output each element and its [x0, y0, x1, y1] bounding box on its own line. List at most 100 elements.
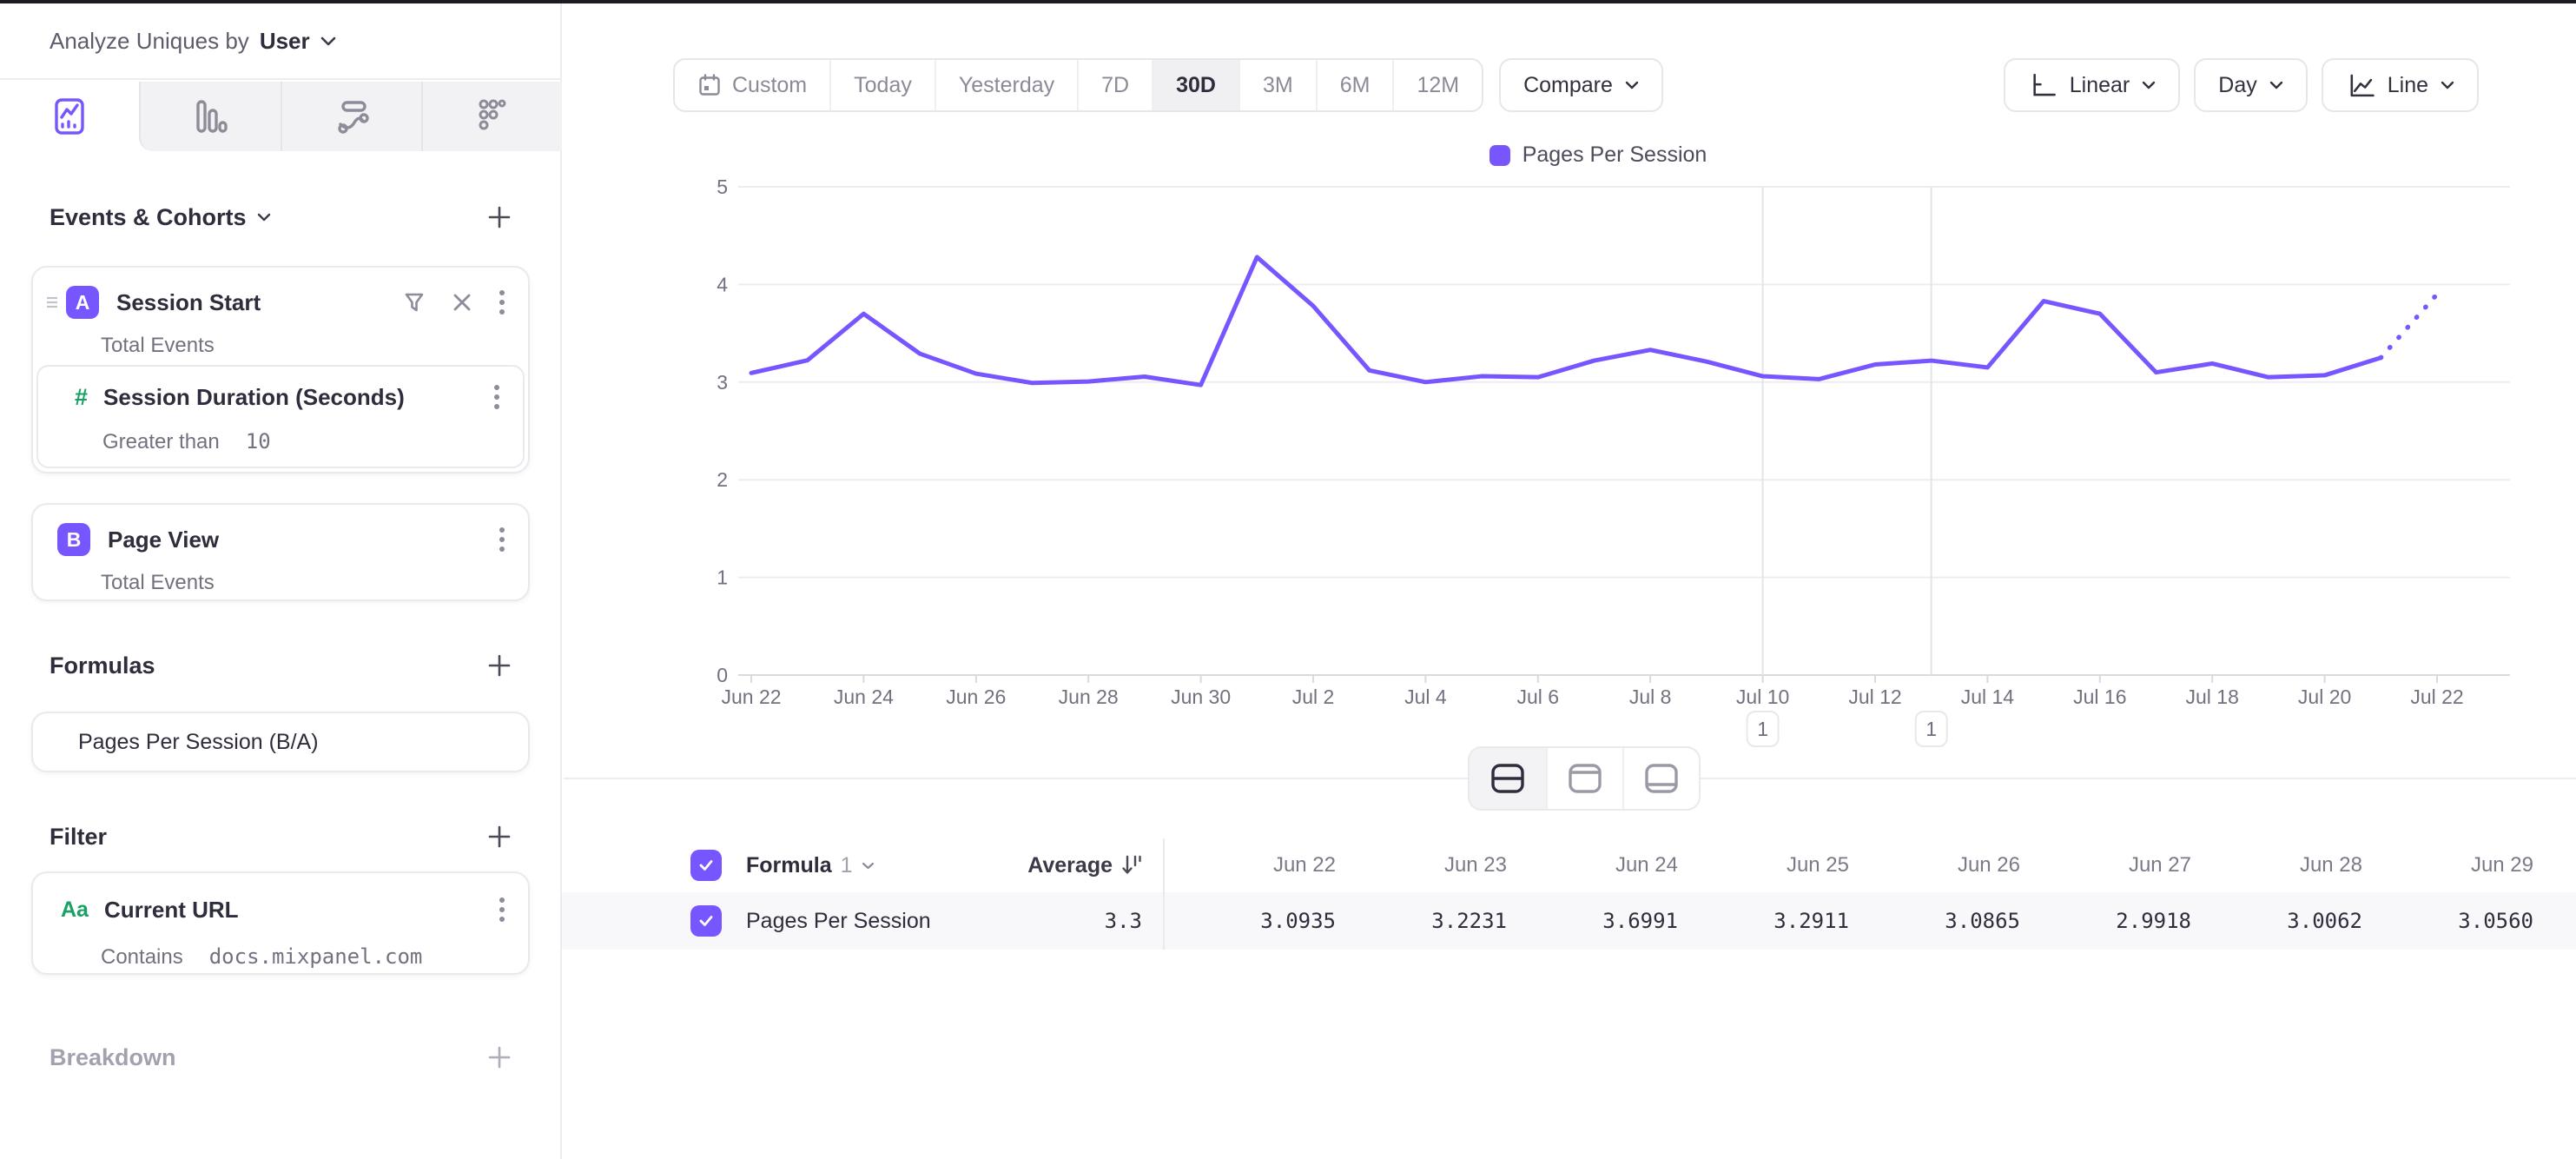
date-range-label: 3M	[1262, 72, 1293, 97]
layout-toggle-group	[1468, 746, 1701, 811]
scale-button[interactable]: Linear	[2003, 58, 2181, 112]
add-breakdown-button[interactable]	[486, 1044, 512, 1070]
date-range-today[interactable]: Today	[829, 60, 935, 110]
date-range-12m[interactable]: 12M	[1392, 60, 1482, 110]
drag-handle-icon[interactable]	[45, 295, 59, 309]
date-column-header[interactable]: Jun 27	[2128, 853, 2191, 877]
formulas-header: Formulas	[50, 650, 512, 681]
date-column-header[interactable]: Jun 28	[2299, 853, 2362, 877]
filter-card-current-url[interactable]: Aa Current URL Contains docs.mixpanel.co…	[31, 871, 530, 975]
flows-icon	[337, 101, 369, 134]
filter-icon[interactable]	[403, 291, 426, 314]
tab-insights[interactable]	[0, 82, 140, 151]
add-event-button[interactable]	[486, 204, 512, 230]
kebab-menu-icon[interactable]	[499, 526, 505, 553]
add-filter-button[interactable]	[486, 824, 512, 850]
filter-header: Filter	[50, 821, 512, 852]
row-average-value: 3.3	[1104, 909, 1142, 933]
tab-flows[interactable]	[280, 82, 421, 151]
chart-svg[interactable]: 0 1 2 3 4 5 Jun 22 Jun 24 Jun 26 Jun 28 Jun 30 Jul …	[562, 122, 2576, 769]
annotation-badge	[1746, 711, 1780, 747]
event-title[interactable]: Page View	[108, 526, 220, 553]
date-column-header[interactable]: Jun 25	[1786, 853, 1849, 877]
event-card-page-view[interactable]: B Page View Total Events	[31, 503, 530, 601]
layout-split-view-button[interactable]	[1470, 748, 1546, 809]
layout-table-only-button[interactable]	[1622, 748, 1699, 809]
date-range-yesterday[interactable]: Yesterday	[934, 60, 1077, 110]
property-title[interactable]: Session Duration (Seconds)	[103, 383, 405, 410]
date-range-7d[interactable]: 7D	[1077, 60, 1152, 110]
y-axis-tick-label: 0	[717, 664, 728, 686]
date-column-header[interactable]: Jun 23	[1443, 853, 1507, 877]
x-axis-tick-label: Jul 12	[1848, 685, 1901, 708]
date-column-header[interactable]: Jun 29	[2470, 853, 2533, 877]
cell-value: 3.0062	[2287, 909, 2362, 933]
event-card-session-start[interactable]: A Session Start Total Events # Session D…	[31, 266, 530, 474]
check-icon	[699, 860, 713, 871]
date-column-header[interactable]: Jun 22	[1272, 853, 1336, 877]
cell-value: 3.6991	[1602, 909, 1678, 933]
cell-value: 2.9918	[2116, 909, 2191, 933]
line-chart[interactable]: 0 1 2 3 4 5 Jun 22 Jun 24 Jun 26 Jun 28 Jun 30 Jul …	[562, 122, 2576, 769]
date-range-3m[interactable]: 3M	[1238, 60, 1316, 110]
date-range-label: 30D	[1176, 72, 1216, 97]
y-axis-tick-label: 2	[717, 468, 728, 491]
bar-chart-icon	[196, 100, 228, 133]
events-cohorts-title[interactable]: Events & Cohorts	[50, 204, 271, 231]
formula-column-header[interactable]: Formula 1	[746, 853, 977, 878]
kebab-menu-icon[interactable]	[499, 288, 505, 316]
annotation-badge-label: 1	[1925, 718, 1937, 740]
formula-name[interactable]: Pages Per Session (B/A)	[78, 729, 319, 754]
interval-button[interactable]: Day	[2194, 58, 2308, 112]
date-range-30d[interactable]: 30D	[1152, 60, 1238, 110]
bottom-panel-icon	[1645, 764, 1678, 793]
tab-retention[interactable]	[420, 82, 562, 151]
event-measurement[interactable]: Total Events	[101, 571, 215, 594]
date-range-group: Custom Today Yesterday 7D 30D 3M 6M 12M	[673, 58, 1484, 112]
filter-property-title[interactable]: Current URL	[103, 896, 239, 923]
top-panel-icon	[1569, 764, 1602, 793]
table-row-pages-per-session[interactable]: Pages Per Session 3.3 3.0935 3.2231 3.6991…	[562, 892, 2576, 950]
event-badge-b: B	[57, 523, 90, 556]
date-range-custom[interactable]: Custom	[675, 60, 829, 110]
chart-type-button[interactable]: Line	[2321, 58, 2479, 112]
x-axis-tick-label: Jul 22	[2410, 685, 2463, 708]
analyze-uniques-row[interactable]: Analyze Uniques by User	[0, 3, 562, 80]
date-range-6m[interactable]: 6M	[1315, 60, 1393, 110]
chevron-down-icon	[257, 213, 270, 222]
property-value[interactable]: 10	[245, 429, 271, 454]
annotation-badge-label: 1	[1757, 718, 1768, 740]
select-all-checkbox[interactable]	[690, 850, 722, 881]
filter-operator[interactable]: Contains	[101, 945, 183, 969]
retention-icon	[479, 99, 506, 130]
date-range-label: Yesterday	[958, 72, 1055, 97]
scale-label: Linear	[2069, 72, 2130, 97]
compare-button[interactable]: Compare	[1499, 58, 1663, 112]
kebab-menu-icon[interactable]	[493, 383, 500, 411]
kebab-menu-icon[interactable]	[499, 896, 505, 924]
x-axis-tick-label: Jul 20	[2298, 685, 2351, 708]
row-checkbox[interactable]	[690, 905, 722, 937]
chart-legend[interactable]: Pages Per Session	[738, 142, 2458, 168]
x-axis-tick-label: Jul 18	[2186, 685, 2239, 708]
filter-value[interactable]: docs.mixpanel.com	[208, 944, 423, 969]
date-column-header[interactable]: Jun 24	[1615, 853, 1678, 877]
event-title[interactable]: Session Start	[116, 288, 261, 315]
event-measurement[interactable]: Total Events	[101, 334, 215, 357]
layout-chart-only-button[interactable]	[1546, 748, 1622, 809]
add-formula-button[interactable]	[486, 652, 512, 679]
property-card-session-duration[interactable]: # Session Duration (Seconds) Greater tha…	[36, 365, 525, 468]
series-line	[749, 255, 2383, 387]
line-chart-icon	[2350, 74, 2375, 97]
property-operator[interactable]: Greater than	[102, 430, 220, 454]
close-icon[interactable]	[452, 292, 472, 313]
analyze-value[interactable]: User	[259, 27, 310, 54]
query-builder-sidebar: Analyze Uniques by User	[0, 0, 562, 1159]
window-top-edge	[0, 0, 2576, 3]
formula-card[interactable]: Pages Per Session (B/A)	[31, 712, 530, 772]
y-axis-tick-label: 3	[717, 371, 728, 394]
tab-bar-chart[interactable]	[139, 82, 281, 151]
annotation-badge	[1914, 711, 1948, 747]
date-column-header[interactable]: Jun 26	[1957, 853, 2020, 877]
average-column-header[interactable]: Average	[977, 853, 1142, 878]
